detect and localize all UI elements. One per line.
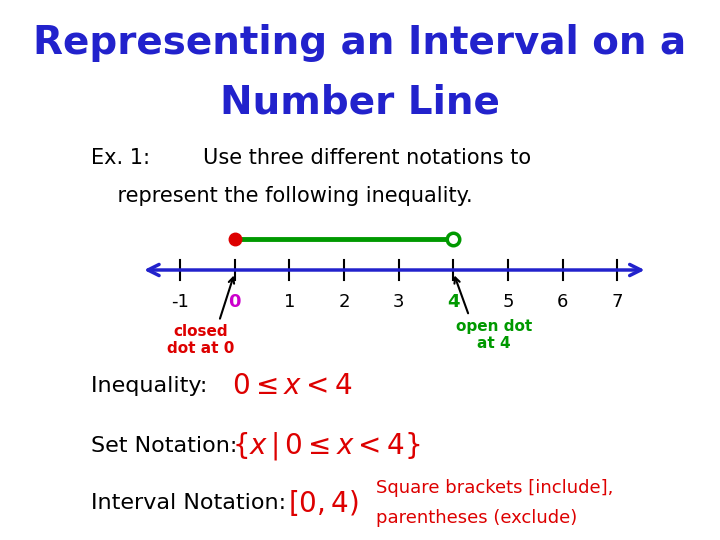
Text: represent the following inequality.: represent the following inequality. bbox=[91, 186, 473, 206]
Text: $\{x\,|\,0 \leq x < 4\}$: $\{x\,|\,0 \leq x < 4\}$ bbox=[232, 429, 420, 462]
Text: 4: 4 bbox=[447, 293, 459, 310]
Text: parentheses (exclude): parentheses (exclude) bbox=[376, 509, 577, 528]
Text: 6: 6 bbox=[557, 293, 569, 310]
Text: -1: -1 bbox=[171, 293, 189, 310]
Text: Ex. 1:        Use three different notations to: Ex. 1: Use three different notations to bbox=[91, 148, 531, 168]
Text: Number Line: Number Line bbox=[220, 84, 500, 122]
Text: closed
dot at 0: closed dot at 0 bbox=[166, 324, 234, 356]
Text: $[0, 4)$: $[0, 4)$ bbox=[288, 488, 359, 518]
Text: 2: 2 bbox=[338, 293, 350, 310]
Text: open dot
at 4: open dot at 4 bbox=[456, 319, 532, 351]
Text: Representing an Interval on a: Representing an Interval on a bbox=[33, 24, 687, 62]
Text: Square brackets [include],: Square brackets [include], bbox=[376, 479, 613, 497]
Text: $0 \leq x < 4$: $0 \leq x < 4$ bbox=[232, 372, 352, 400]
Text: 5: 5 bbox=[503, 293, 514, 310]
Text: 7: 7 bbox=[612, 293, 624, 310]
Text: 1: 1 bbox=[284, 293, 295, 310]
Text: 3: 3 bbox=[393, 293, 405, 310]
Text: Set Notation:: Set Notation: bbox=[91, 435, 245, 456]
Text: Interval Notation:: Interval Notation: bbox=[91, 493, 294, 514]
Text: 0: 0 bbox=[228, 293, 241, 310]
Text: Inequality:: Inequality: bbox=[91, 376, 215, 396]
